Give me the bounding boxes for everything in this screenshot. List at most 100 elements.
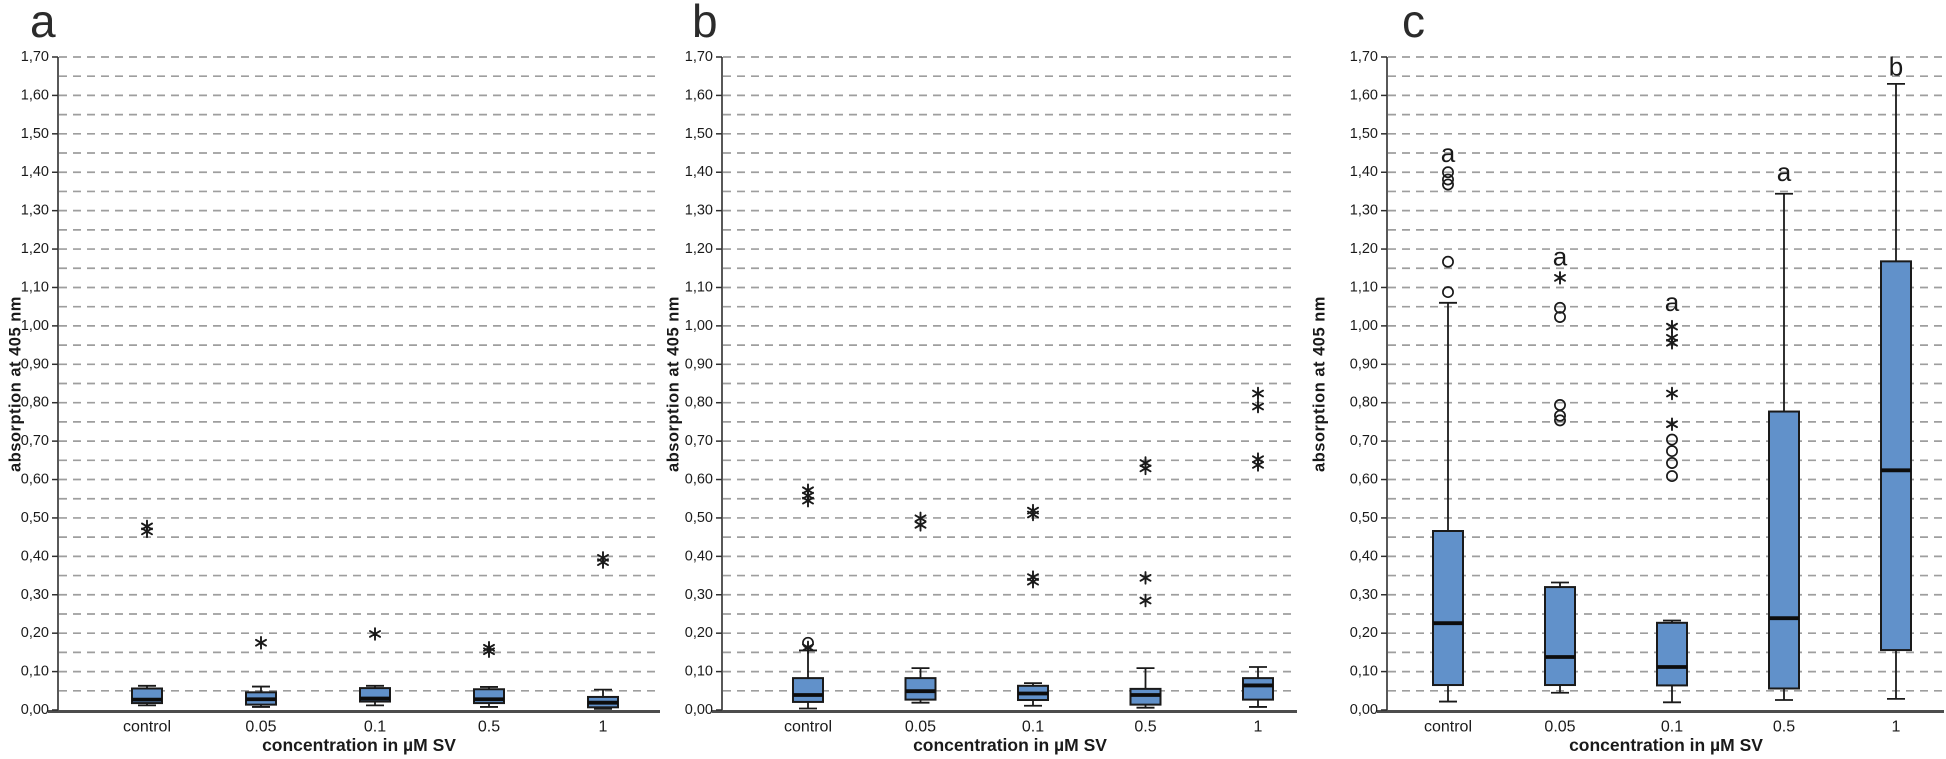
boxplot-1 <box>1242 386 1274 708</box>
y-tick-label: 0,80 <box>21 395 49 411</box>
y-tick-label: 0,70 <box>1350 433 1378 449</box>
panel-c-letter: c <box>1402 0 1425 47</box>
outlier-circle <box>1666 457 1678 469</box>
y-tick-label: 0,90 <box>685 356 713 372</box>
y-tick-label: 0,10 <box>1350 664 1378 680</box>
panel-b: 0,00 0,10 0,20 0,30 0,40 0,50 0,60 0,70 0,80 0,90… <box>685 49 1297 736</box>
y-tick-label: 0,90 <box>21 356 49 372</box>
significance-letter: a <box>1553 242 1568 272</box>
y-tick-label: 1,60 <box>1350 87 1378 103</box>
boxplot-0.1 <box>1017 503 1049 707</box>
boxplot-control: a <box>1432 138 1464 703</box>
x-category-label: 0.5 <box>1773 719 1795 736</box>
y-tick-label: 1,70 <box>21 49 49 65</box>
y-tick-label: 1,30 <box>21 203 49 219</box>
x-category-label: 0.1 <box>364 719 386 736</box>
y-tick-label: 1,50 <box>1350 126 1378 142</box>
outlier-star <box>1666 417 1678 431</box>
y-tick-label: 0,10 <box>685 664 713 680</box>
outlier-star <box>1252 399 1264 414</box>
outlier-circle <box>1666 470 1678 483</box>
y-tick-label: 1,20 <box>1350 241 1378 257</box>
outlier-star <box>1666 386 1678 401</box>
y-tick-label: 1,50 <box>685 126 713 142</box>
y-tick-label: 0,50 <box>685 510 713 526</box>
x-category-label: 0.1 <box>1661 719 1683 736</box>
box <box>1880 260 1912 652</box>
outlier-star <box>597 551 609 565</box>
y-tick-label: 0,90 <box>1350 356 1378 372</box>
x-category-label: 1 <box>1892 719 1901 736</box>
x-category-label: 0.05 <box>905 719 936 736</box>
x-category-label: 0.5 <box>1134 719 1156 736</box>
box <box>904 677 937 701</box>
x-category-label: 1 <box>1254 719 1263 736</box>
panel-a: 0,00 0,10 0,20 0,30 0,40 0,50 0,60 0,70 0,80 0,90… <box>21 49 660 736</box>
x-axis-title-c: concentration in µM SV <box>1569 735 1763 755</box>
boxplot-1: b <box>1880 52 1912 700</box>
x-axis-title-b: concentration in µM SV <box>913 735 1107 755</box>
y-tick-label: 0,50 <box>1350 510 1378 526</box>
boxplot-control <box>131 519 163 707</box>
y-tick-label: 0,50 <box>21 510 49 526</box>
boxplot-0.1: a <box>1656 287 1688 704</box>
x-category-label: 1 <box>599 719 608 736</box>
y-tick-label: 0,60 <box>1350 472 1378 488</box>
outlier-star <box>1252 452 1264 466</box>
x-category-label: control <box>784 719 832 736</box>
significance-letter: a <box>1777 157 1792 187</box>
boxplot-1 <box>587 551 619 710</box>
y-tick-label: 0,10 <box>21 664 49 680</box>
panel-b-letter: b <box>692 0 718 47</box>
outlier-star <box>483 641 495 655</box>
outlier-star <box>1554 271 1566 285</box>
outlier-star <box>1139 456 1152 470</box>
box <box>1242 677 1274 701</box>
y-tick-label: 0,40 <box>685 548 713 564</box>
x-category-label: 0.05 <box>1544 719 1575 736</box>
y-tick-label: 0,70 <box>685 433 713 449</box>
outlier-star <box>914 511 927 526</box>
y-tick-label: 0,80 <box>685 395 713 411</box>
x-category-label: control <box>123 719 171 736</box>
x-axis-title-a: concentration in µM SV <box>262 735 456 755</box>
boxplot-0.5 <box>1129 456 1162 709</box>
panel-c: 0,00 0,10 0,20 0,30 0,40 0,50 0,60 0,70 0,80 0,90… <box>1350 49 1944 736</box>
y-tick-label: 0,00 <box>1350 702 1378 718</box>
y-tick-label: 1,00 <box>685 318 713 334</box>
y-tick-label: 0,60 <box>21 472 49 488</box>
y-tick-label: 1,20 <box>21 241 49 257</box>
box <box>1544 586 1576 687</box>
outlier-circle <box>1442 286 1454 299</box>
y-tick-label: 1,10 <box>685 279 713 295</box>
boxplot-0.05: a <box>1544 242 1576 694</box>
outlier-circle <box>1554 311 1566 323</box>
y-axis-title-b: absorption at 405 nm <box>664 296 683 472</box>
y-tick-label: 0,30 <box>1350 587 1378 603</box>
significance-letter: a <box>1441 138 1456 168</box>
outlier-star <box>1027 570 1039 584</box>
outlier-circle <box>1554 399 1566 411</box>
outlier-star <box>1666 331 1678 345</box>
outlier-star <box>802 640 814 655</box>
y-tick-label: 0,20 <box>685 625 713 641</box>
y-tick-label: 0,20 <box>21 625 49 641</box>
outlier-circle <box>1666 433 1678 446</box>
significance-letter: b <box>1889 52 1903 82</box>
y-tick-label: 0,80 <box>1350 395 1378 411</box>
y-tick-label: 1,30 <box>685 203 713 219</box>
outlier-star <box>1252 386 1264 401</box>
outlier-circle <box>1442 166 1454 179</box>
outlier-star <box>1027 503 1039 518</box>
outlier-star <box>369 627 381 641</box>
significance-letter: a <box>1665 287 1680 317</box>
y-tick-label: 1,30 <box>1350 203 1378 219</box>
y-tick-label: 1,70 <box>1350 49 1378 65</box>
outlier-circle <box>1442 178 1454 191</box>
x-category-label: 0.1 <box>1022 719 1044 736</box>
boxplot-0.05 <box>245 636 277 708</box>
boxplot-0.05 <box>904 511 937 704</box>
box <box>1656 621 1688 687</box>
y-tick-label: 1,20 <box>685 241 713 257</box>
boxplot-control <box>792 483 824 710</box>
